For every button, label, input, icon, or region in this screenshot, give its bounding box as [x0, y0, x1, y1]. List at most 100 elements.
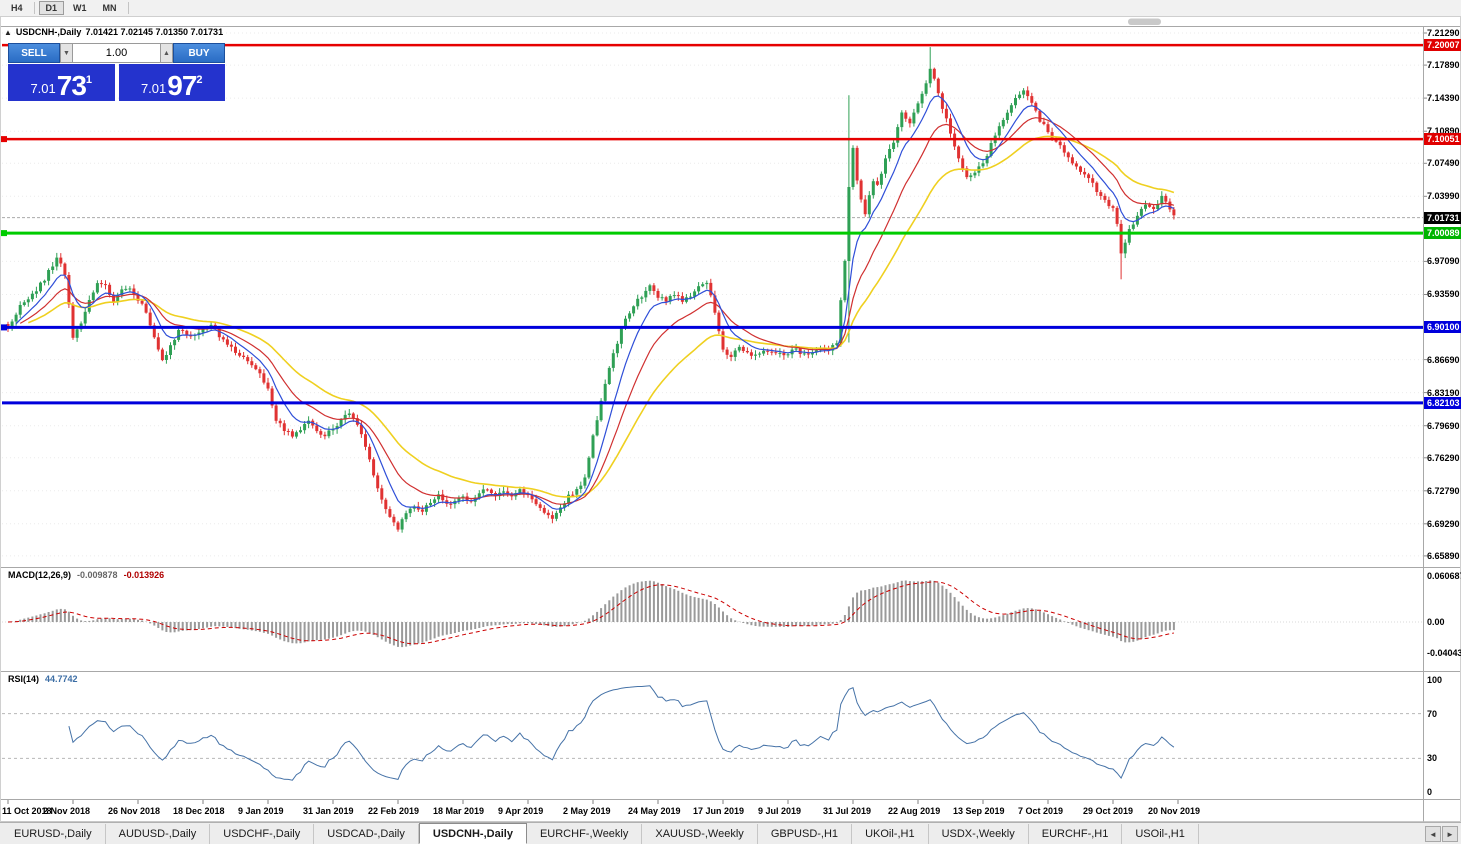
- time-axis-label: 31 Jan 2019: [303, 806, 354, 816]
- one-click-trading-panel: SELL ▼ ▲ BUY 7.01 73 1 7.01 97 2: [8, 43, 225, 101]
- time-axis-label: 29 Oct 2019: [1083, 806, 1134, 816]
- tab-xauusd-weekly[interactable]: XAUUSD-,Weekly: [642, 824, 758, 844]
- tab-usoil-h1[interactable]: USOil-,H1: [1122, 824, 1199, 844]
- price-axis-label: 7.10890: [1427, 126, 1460, 137]
- macd-indicator-label: MACD(12,26,9) -0.009878 -0.013926: [8, 570, 164, 580]
- time-axis-label: 22 Feb 2019: [368, 806, 420, 816]
- time-axis-label: 31 Jul 2019: [823, 806, 872, 816]
- time-axis-label: 22 Aug 2019: [888, 806, 941, 816]
- chart-ohlc-label: 7.01421 7.02145 7.01350 7.01731: [85, 27, 224, 37]
- timeframe-h4-button[interactable]: H4: [11, 3, 23, 13]
- price-axis-label: 6.65890: [1427, 550, 1460, 561]
- time-axis-label: 13 Sep 2019: [953, 806, 1005, 816]
- volume-increase-button[interactable]: ▲: [160, 43, 173, 63]
- one-click-collapse-icon[interactable]: ▲: [4, 27, 12, 37]
- bid-price-box[interactable]: 7.01 73 1: [8, 64, 115, 101]
- rsi-axis-label: 70: [1427, 708, 1438, 719]
- price-axis-label: 6.86690: [1427, 354, 1460, 365]
- time-axis-label: 18 Dec 2018: [173, 806, 225, 816]
- price-axis-label: 6.76290: [1427, 452, 1460, 463]
- tab-eurusd-daily[interactable]: EURUSD-,Daily: [1, 824, 106, 844]
- price-level-badge-6.90100: 6.90100: [1424, 321, 1461, 334]
- time-axis-label: 26 Nov 2018: [108, 806, 161, 816]
- price-axis-label: 7.14390: [1427, 93, 1460, 104]
- time-axis-label: 9 Jan 2019: [238, 806, 284, 816]
- price-axis-label: 6.93590: [1427, 289, 1460, 300]
- price-axis-label: 6.79690: [1427, 420, 1460, 431]
- price-level-badge-7.01731: 7.01731: [1424, 211, 1461, 224]
- price-axis-label: 7.21290: [1427, 28, 1460, 38]
- time-axis-label: 9 Apr 2019: [498, 806, 544, 816]
- toolbar-separator: [33, 2, 35, 14]
- tab-usdcnh-daily[interactable]: USDCNH-,Daily: [418, 823, 527, 844]
- timeframe-w1-button[interactable]: W1: [73, 3, 87, 13]
- ask-price-sup-digit: 2: [196, 74, 203, 86]
- time-axis-label: 20 Nov 2019: [1148, 806, 1201, 816]
- volume-decrease-button[interactable]: ▼: [60, 43, 73, 63]
- price-axis-label: 7.17890: [1427, 60, 1460, 71]
- timeframe-mn-button[interactable]: MN: [102, 3, 117, 13]
- time-axis-label: 11 Oct 2018: [2, 806, 52, 816]
- time-axis-label: 2 Nov 2018: [43, 806, 91, 816]
- tab-eurchf-h1[interactable]: EURCHF-,H1: [1028, 824, 1123, 844]
- rsi-value: 44.7742: [45, 674, 78, 684]
- price-axis-label: 7.07490: [1427, 158, 1460, 169]
- tab-usdchf-daily[interactable]: USDCHF-,Daily: [210, 824, 315, 844]
- volume-input[interactable]: [73, 43, 160, 63]
- macd-name: MACD(12,26,9): [8, 570, 72, 580]
- price-level-badge-7.00089: 7.00089: [1424, 227, 1461, 240]
- price-level-badge-7.10051: 7.10051: [1424, 133, 1461, 146]
- macd-main-value: -0.009878: [77, 570, 118, 580]
- macd-signal-value: -0.013926: [123, 570, 165, 580]
- time-axis-label: 7 Oct 2019: [1018, 806, 1064, 816]
- tab-eurchf-weekly[interactable]: EURCHF-,Weekly: [526, 824, 643, 844]
- tab-ukoil-h1[interactable]: UKOil-,H1: [852, 824, 929, 844]
- bid-price-prefix: 7.01: [30, 81, 56, 96]
- price-level-badge-6.82103: 6.82103: [1424, 396, 1461, 409]
- price-level-badge-7.20007: 7.20007: [1424, 39, 1461, 52]
- tab-usdcad-daily[interactable]: USDCAD-,Daily: [314, 824, 419, 844]
- rsi-axis-label: 0: [1427, 787, 1433, 797]
- bid-price-big-digits: 73: [56, 70, 87, 101]
- tab-usdx-weekly[interactable]: USDX-,Weekly: [928, 824, 1029, 844]
- rsi-axis-label: 100: [1427, 675, 1443, 685]
- price-axis-label: 6.72790: [1427, 485, 1460, 496]
- macd-axis-label: -0.040432: [1427, 647, 1461, 658]
- ask-price-big-digits: 97: [167, 70, 197, 101]
- time-axis-label: 2 May 2019: [563, 806, 611, 816]
- price-axis-label: 7.03990: [1427, 191, 1460, 202]
- tab-gbpusd-h1[interactable]: GBPUSD-,H1: [757, 824, 853, 844]
- timeframe-toolbar: H4 D1 W1 MN: [0, 0, 1461, 17]
- time-axis-label: 17 Jun 2019: [693, 806, 745, 816]
- time-axis-label: 9 Jul 2019: [758, 806, 802, 816]
- chart-tab-bar: EURUSD-,Daily AUDUSD-,Daily USDCHF-,Daily U…: [0, 822, 1461, 844]
- chart-hscrollbar-thumb[interactable]: [1128, 18, 1161, 26]
- toolbar-separator: [127, 2, 129, 14]
- tab-scroll-controls: ◄ ►: [1422, 824, 1461, 844]
- tab-audusd-daily[interactable]: AUDUSD-,Daily: [105, 824, 211, 844]
- tab-scroll-left-button[interactable]: ◄: [1425, 826, 1441, 842]
- price-axis-label: 6.97090: [1427, 256, 1460, 267]
- macd-axis-label: 0.060687: [1427, 570, 1461, 581]
- rsi-indicator-label: RSI(14) 44.7742: [8, 674, 78, 684]
- macd-histogram: [11, 580, 1175, 648]
- price-axis-label: 6.83190: [1427, 387, 1460, 398]
- time-axis-label: 18 Mar 2019: [433, 806, 485, 816]
- timeframe-d1-button[interactable]: D1: [38, 1, 65, 15]
- buy-button[interactable]: BUY: [173, 43, 225, 63]
- rsi-name: RSI(14): [8, 674, 40, 684]
- bid-price-sup-digit: 1: [85, 74, 93, 86]
- time-axis-label: 24 May 2019: [628, 806, 681, 816]
- chart-header: ▲ USDCNH-,Daily 7.01421 7.02145 7.01350 …: [4, 27, 223, 37]
- ask-price-box[interactable]: 7.01 97 2: [118, 64, 225, 101]
- macd-axis-label: 0.00: [1427, 617, 1445, 627]
- sell-button[interactable]: SELL: [8, 43, 60, 63]
- ask-price-prefix: 7.01: [140, 81, 167, 96]
- chart-symbol-label: USDCNH-,Daily: [15, 27, 82, 37]
- rsi-axis-label: 30: [1427, 753, 1438, 764]
- tab-scroll-right-button[interactable]: ►: [1442, 826, 1458, 842]
- price-axis-label: 6.69290: [1427, 518, 1460, 529]
